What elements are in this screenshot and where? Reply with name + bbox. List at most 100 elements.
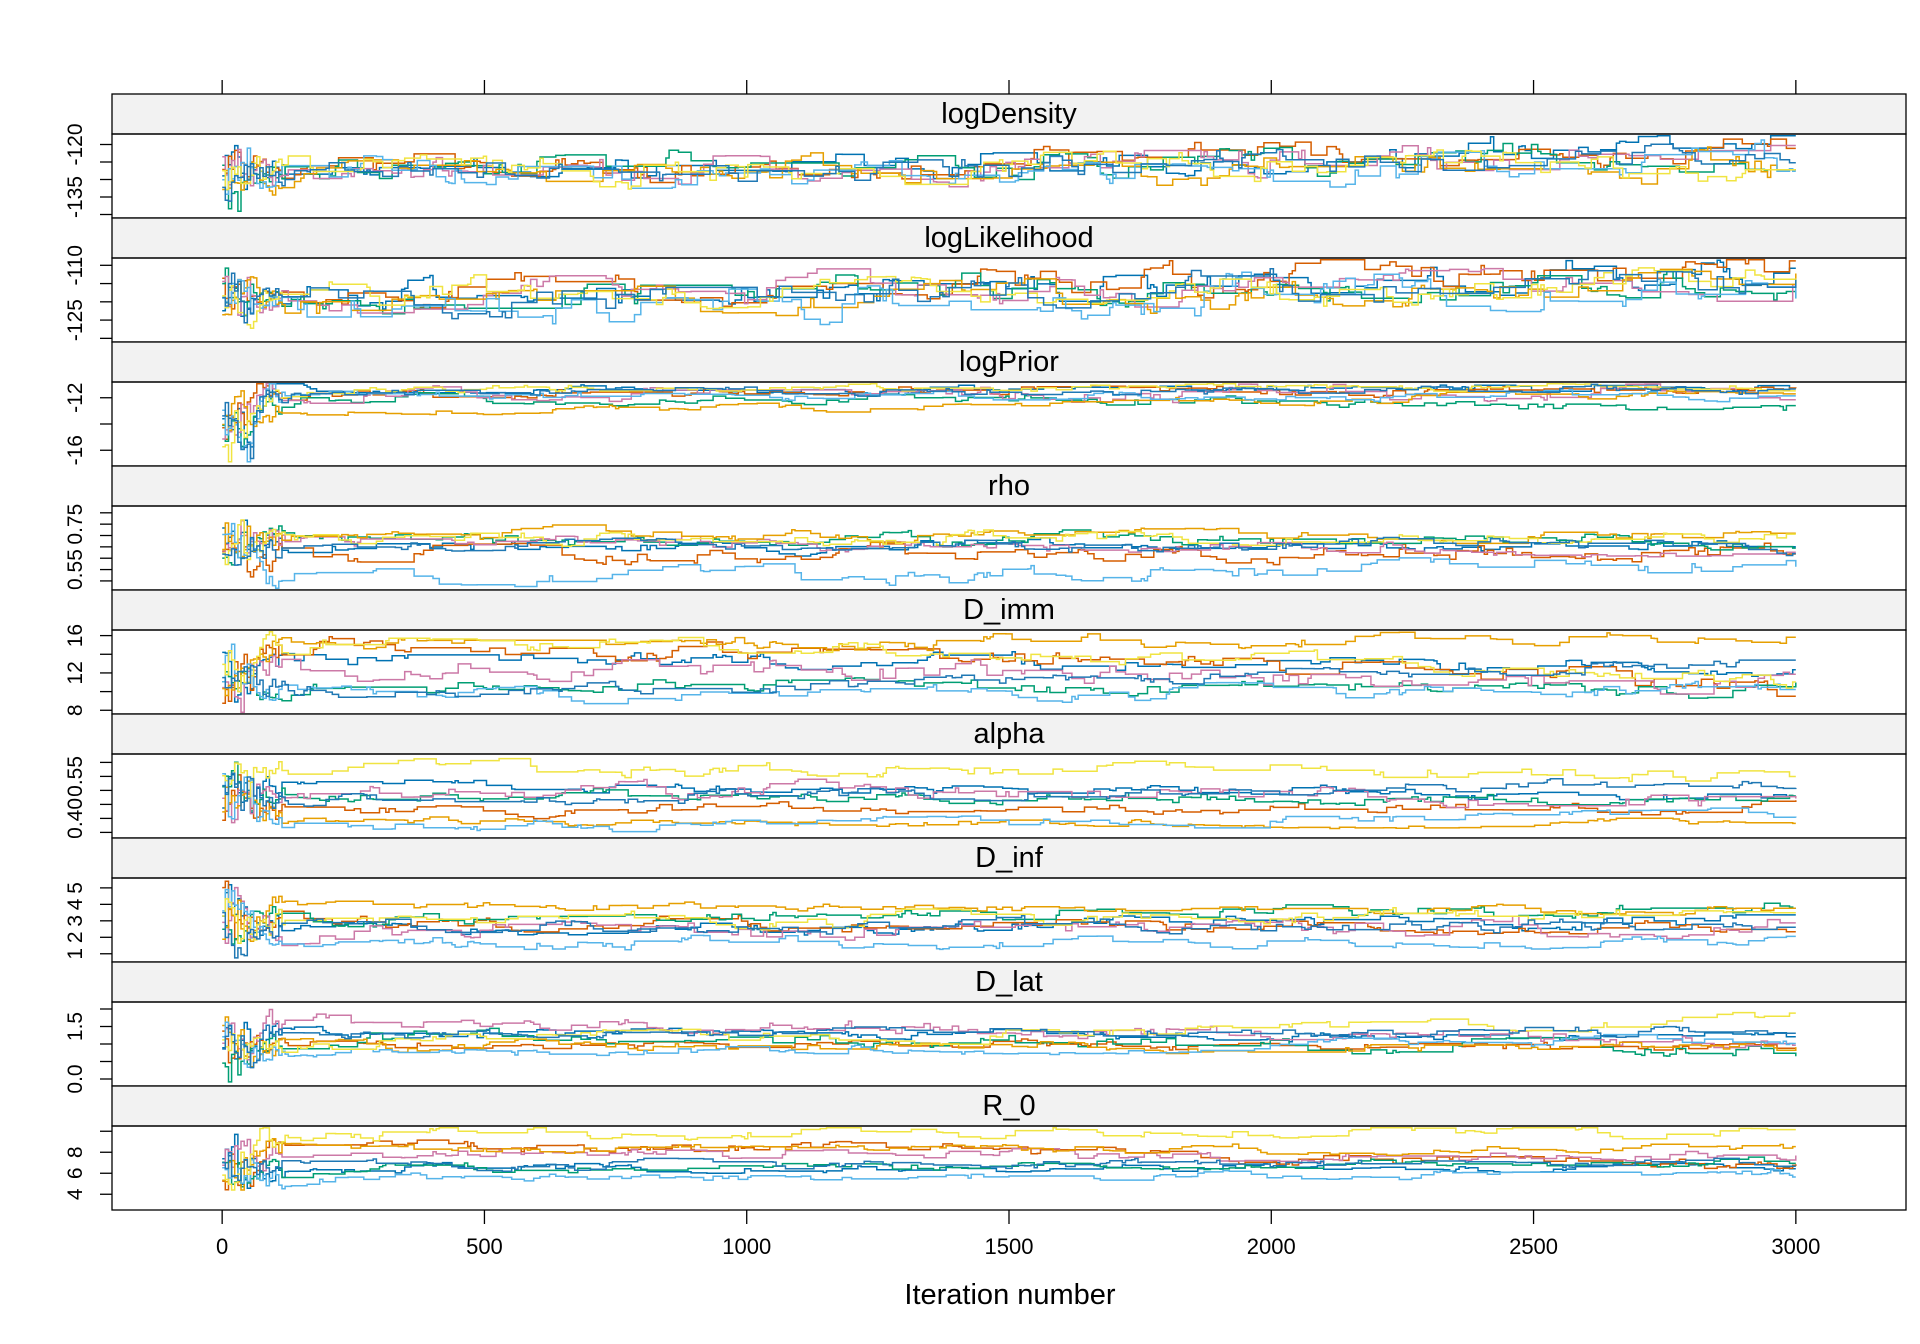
- chain-5-trace: [222, 779, 1796, 830]
- panel-frame-rho: [111, 505, 1907, 591]
- chain-2-trace: [222, 774, 1797, 822]
- chain-5-trace: [222, 631, 1796, 697]
- chain-6-trace: [222, 382, 1796, 463]
- chain-6-trace: [222, 772, 1797, 833]
- strip-label-logLikelihood: logLikelihood: [924, 222, 1093, 254]
- strip-label-logPrior: logPrior: [959, 346, 1059, 378]
- chain-3-trace: [222, 267, 1797, 317]
- chain-8-trace: [222, 383, 1796, 460]
- traces-logLikelihood: [222, 258, 1797, 329]
- y-tick-label: 0.0: [64, 1064, 87, 1093]
- strip-alpha: [111, 713, 1907, 755]
- chain-3-trace: [222, 761, 1796, 812]
- chain-1-trace: [222, 774, 1796, 814]
- chain-2-trace: [222, 880, 1796, 941]
- traces-rho: [222, 519, 1797, 590]
- x-tick-label: 2000: [1247, 1234, 1296, 1259]
- strip-D_lat: [111, 961, 1907, 1003]
- y-tick-label: 0.55: [64, 756, 87, 797]
- chain-4-trace: [222, 1138, 1797, 1172]
- x-axis-title: Iteration number: [904, 1279, 1116, 1311]
- y-tick-label: 5: [64, 882, 87, 894]
- x-tick-label: 3000: [1771, 1234, 1820, 1259]
- chain-6-trace: [222, 522, 1797, 590]
- panel-logDensity: logDensity -120 -135: [64, 93, 1907, 219]
- chain-7-trace: [222, 382, 1796, 463]
- bottom-x-axis: 0 500 1000 1500 2000 2500 3000: [216, 1210, 1820, 1259]
- chain-8-trace: [222, 143, 1796, 202]
- y-tick-label: 8: [64, 704, 87, 716]
- chain-8-trace: [222, 1152, 1796, 1182]
- traces-D_imm: [222, 630, 1797, 714]
- traces-D_inf: [222, 880, 1796, 959]
- y-tick-label: -125: [64, 299, 87, 341]
- strip-label-alpha: alpha: [974, 718, 1046, 750]
- panel-alpha: alpha 0.400.55: [64, 713, 1907, 839]
- strip-rho: [111, 465, 1907, 507]
- chain-6-trace: [222, 643, 1796, 705]
- chain-4-trace: [222, 519, 1796, 558]
- top-x-axis-ticks: [221, 80, 1797, 94]
- y-tick-label: 3: [64, 915, 87, 927]
- traces-logPrior: [222, 382, 1797, 463]
- y-tick-label: 2: [64, 931, 87, 943]
- chain-5-trace: [222, 1138, 1796, 1191]
- strip-label-D_lat: D_lat: [975, 966, 1043, 998]
- chain-5-trace: [222, 390, 1796, 432]
- chain-6-trace: [222, 1159, 1796, 1190]
- y-tick-label: -135: [64, 176, 87, 218]
- chain-7-trace: [222, 898, 1796, 945]
- chain-8-trace: [222, 772, 1797, 811]
- chain-7-trace: [222, 630, 1796, 693]
- strip-label-D_imm: D_imm: [963, 594, 1055, 626]
- x-tick-label: 500: [466, 1234, 503, 1259]
- x-tick-label: 0: [216, 1234, 228, 1259]
- chain-3-trace: [222, 390, 1796, 448]
- y-tick-label: 0.55: [64, 549, 87, 590]
- chain-7-trace: [222, 149, 1796, 191]
- panel-logLikelihood: logLikelihood -110 -125: [64, 217, 1907, 343]
- chain-7-trace: [222, 757, 1796, 798]
- y-tick-label: -16: [64, 435, 87, 465]
- y-tick-label: 12: [64, 661, 87, 684]
- chain-2-trace: [222, 541, 1796, 578]
- y-tick-label: -120: [64, 123, 87, 165]
- panel-rho: rho 0.55 0.75: [64, 465, 1907, 591]
- chain-7-trace: [222, 519, 1796, 566]
- chain-3-trace: [222, 902, 1796, 945]
- panel-D_inf: D_inf 1 2 3 4 5: [64, 837, 1907, 963]
- strip-label-logDensity: logDensity: [941, 98, 1077, 130]
- chain-2-trace: [222, 1030, 1796, 1064]
- chain-2-trace: [222, 382, 1797, 440]
- trellis-panels: logDensity -120 -135logLikelihood-110-125l…: [64, 93, 1907, 1211]
- strip-label-rho: rho: [988, 470, 1030, 502]
- x-tick-label: 1500: [985, 1234, 1034, 1259]
- y-tick-label: 16: [64, 624, 87, 647]
- chain-6-trace: [222, 271, 1797, 326]
- chain-5-trace: [222, 895, 1796, 943]
- chain-4-trace: [222, 778, 1797, 824]
- y-tick-label: 0.75: [64, 504, 87, 545]
- panel-D_imm: D_imm 8 12 16: [64, 589, 1907, 716]
- x-tick-label: 2500: [1509, 1234, 1558, 1259]
- chain-8-trace: [222, 1024, 1796, 1069]
- x-tick-label: 1000: [722, 1234, 771, 1259]
- chain-3-trace: [222, 142, 1796, 212]
- y-tick-label: 1: [64, 948, 87, 960]
- traces-R_0: [222, 1126, 1797, 1191]
- strip-logLikelihood: [111, 217, 1907, 259]
- panel-D_lat: D_lat 0.0 1.5: [64, 961, 1907, 1094]
- y-tick-label: -12: [64, 383, 87, 413]
- chain-8-trace: [222, 267, 1797, 324]
- y-tick-label: 0.40: [64, 798, 87, 839]
- chain-6-trace: [222, 888, 1796, 951]
- traces-alpha: [222, 757, 1797, 833]
- chain-6-trace: [222, 139, 1796, 196]
- chain-1-trace: [222, 259, 1796, 317]
- chain-6-trace: [222, 1021, 1796, 1069]
- strip-label-D_inf: D_inf: [975, 842, 1044, 874]
- panel-logPrior: logPrior -12 -16: [64, 341, 1907, 467]
- traces-logDensity: [222, 134, 1796, 212]
- y-tick-label: 8: [64, 1146, 87, 1158]
